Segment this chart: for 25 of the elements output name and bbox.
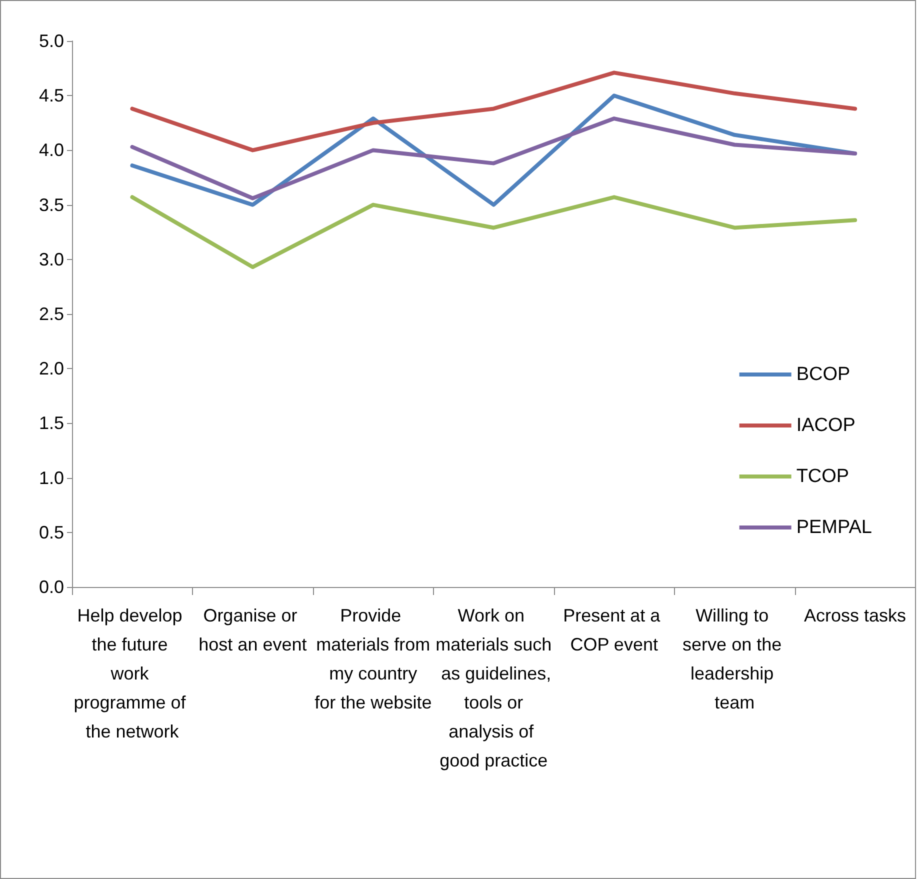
legend-label: BCOP [796, 364, 850, 385]
legend-label: TCOP [796, 466, 850, 487]
y-tick-label: 1.0 [38, 468, 64, 488]
y-tick-label: 4.5 [38, 86, 64, 106]
line-series [130, 116, 858, 200]
y-tick-label: 0.0 [38, 577, 64, 597]
y-tick-label: 1.5 [38, 413, 64, 434]
y-tick-label: 3.5 [38, 194, 64, 215]
x-tick-label: Willing to serve on the leadership team [682, 606, 787, 712]
y-tick-label: 5.0 [38, 31, 64, 51]
y-tick-label: 4.0 [38, 140, 64, 160]
y-tick-label: 2.5 [38, 304, 64, 324]
legend-label: IACOP [796, 415, 856, 436]
x-tick-label: Across tasks [804, 606, 906, 626]
y-tick-label: 0.5 [38, 522, 64, 542]
y-tick-label: 2.0 [38, 358, 64, 379]
x-tick-label: Present at a COP event [563, 606, 666, 654]
legend-label: PEMPAL [796, 517, 872, 538]
y-tick-label: 3.0 [38, 249, 64, 270]
line-series [130, 70, 858, 152]
x-tick-label: Provide materials from my country for the website [314, 606, 432, 712]
line-series [130, 195, 858, 270]
x-tick-label: Organise or host an event [198, 606, 307, 654]
x-tick-label: Work on materials such as guidelines, tools or analysis of good practice [436, 606, 552, 770]
x-tick-label: Help develop the future work programme of the network [74, 606, 191, 742]
